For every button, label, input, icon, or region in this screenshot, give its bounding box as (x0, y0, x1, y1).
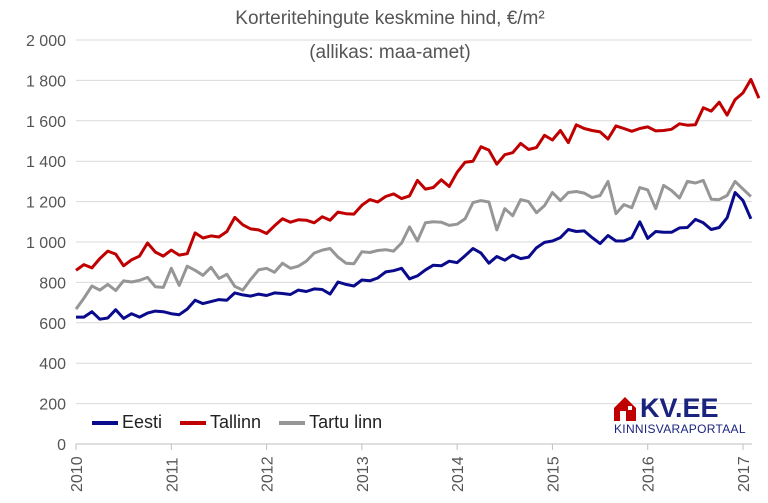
y-tick-label: 2 000 (26, 33, 66, 50)
y-tick-label: 1 600 (26, 114, 66, 131)
y-tick-label: 200 (39, 397, 66, 414)
x-tick-label: 2011 (164, 457, 181, 492)
y-axis: 0 200 400 600 800 1 000 1 200 1 400 1 600 1 800 2 … (26, 33, 66, 454)
series-line-tallinn (75, 77, 761, 272)
series-line-eesti (76, 191, 753, 321)
x-tick-label: 2017 (736, 456, 753, 492)
logo-brand: KV.EE (640, 393, 719, 423)
series-lines (74, 77, 761, 321)
kv-ee-logo: KV.EE KINNISVARAPORTAAL (612, 393, 752, 439)
y-tick-label: 1 400 (26, 154, 66, 171)
y-tick-label: 1 000 (26, 235, 66, 252)
legend-swatch-tartu (279, 420, 306, 425)
y-tick-label: 0 (57, 437, 66, 454)
y-tick-label: 600 (39, 316, 66, 333)
x-axis: 2010 2011 2012 2013 2014 2015 2016 2017 (69, 444, 753, 492)
x-tick-label: 2010 (69, 456, 86, 492)
x-tick-label: 2015 (545, 456, 562, 492)
legend-label-eesti: Eesti (122, 412, 163, 432)
chart-subtitle: (allikas: maa-amet) (309, 42, 471, 63)
legend-item-tartu: Tartu linn (279, 412, 382, 433)
legend-swatch-tallinn (180, 420, 207, 425)
series-line-tartu-linn (74, 178, 752, 310)
legend-label-tallinn: Tallinn (210, 412, 262, 432)
y-tick-label: 800 (39, 275, 66, 292)
x-tick-label: 2014 (450, 456, 467, 492)
y-tick-label: 1 800 (26, 73, 66, 90)
legend-label-tartu: Tartu linn (309, 412, 383, 432)
y-tick-label: 1 200 (26, 195, 66, 212)
logo-tagline: KINNISVARAPORTAAL (614, 422, 746, 436)
x-tick-label: 2013 (355, 456, 372, 492)
legend-item-tallinn: Tallinn (180, 412, 261, 433)
chart-title: Korteritehingute keskmine hind, €/m² (235, 8, 545, 29)
gridlines (76, 39, 752, 445)
y-tick-label: 400 (39, 356, 66, 373)
legend-item-eesti: Eesti (92, 412, 162, 433)
x-tick-label: 2012 (260, 456, 277, 492)
x-tick-label: 2016 (641, 456, 658, 492)
legend-swatch-eesti (92, 420, 118, 425)
legend: Eesti Tallinn Tartu linn (92, 412, 382, 433)
house-logo-icon (614, 397, 636, 421)
